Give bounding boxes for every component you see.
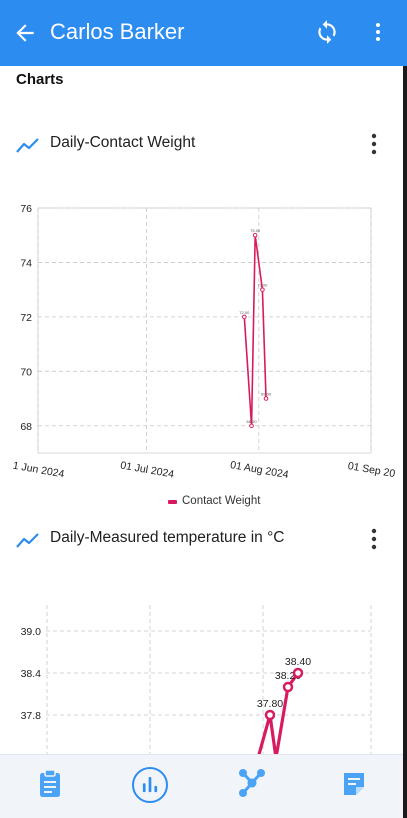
weight-line-chart: 1 Jun 2024 01 Jul 2024 01 Aug 2024 01 Sep 2… bbox=[12, 203, 396, 481]
screen-edge bbox=[403, 66, 407, 818]
data-label: 69.00 bbox=[261, 392, 272, 397]
chart-title: Daily-Contact Weight bbox=[50, 134, 196, 151]
y-tick-label: 70 bbox=[20, 366, 32, 378]
sync-icon[interactable] bbox=[314, 19, 340, 45]
arrow-left-icon[interactable] bbox=[12, 20, 38, 46]
more-vertical-icon[interactable] bbox=[366, 19, 390, 45]
y-tick-label: 39.0 bbox=[21, 626, 42, 638]
data-point bbox=[249, 423, 254, 429]
more-vertical-icon[interactable] bbox=[364, 527, 384, 551]
y-tick-label: 68 bbox=[20, 421, 32, 433]
data-point bbox=[260, 287, 265, 292]
plot-frame bbox=[37, 207, 372, 454]
y-tick-label: 72 bbox=[20, 312, 32, 324]
data-point bbox=[242, 314, 247, 320]
data-point bbox=[292, 667, 304, 679]
chart-header-temperature: Daily-Measured temperature in °C bbox=[0, 527, 403, 557]
data-label: 37.80 bbox=[257, 698, 283, 710]
trending-line-icon bbox=[16, 138, 39, 153]
data-point bbox=[282, 681, 294, 693]
data-point bbox=[263, 396, 269, 401]
notes-icon[interactable] bbox=[334, 763, 374, 803]
data-point bbox=[252, 232, 258, 238]
x-tick-label: 1 Jun 2024 bbox=[12, 460, 65, 481]
clipboard-icon[interactable] bbox=[30, 763, 70, 803]
legend-swatch bbox=[168, 500, 177, 504]
data-label: 72.00 bbox=[239, 310, 250, 315]
y-tick-label: 37.8 bbox=[21, 710, 42, 722]
y-tick-label: 74 bbox=[20, 257, 32, 269]
app-bar: Carlos Barker bbox=[0, 0, 407, 66]
data-label: 68.00 bbox=[247, 419, 258, 424]
data-label: 75.00 bbox=[250, 228, 261, 233]
x-tick-label: 01 Aug 2024 bbox=[229, 459, 289, 481]
section-title: Charts bbox=[16, 71, 64, 88]
series-line-contact-weight bbox=[243, 235, 267, 426]
x-tick-label: 01 Sep 20 bbox=[347, 460, 396, 480]
trending-line-icon bbox=[16, 533, 39, 548]
y-tick-label: 76 bbox=[20, 203, 32, 215]
bar-chart-icon[interactable] bbox=[132, 767, 168, 803]
data-point bbox=[264, 709, 276, 721]
more-vertical-icon[interactable] bbox=[364, 132, 384, 156]
data-label: 38.40 bbox=[285, 656, 311, 668]
data-label: 73.00 bbox=[257, 283, 268, 288]
chart-title: Daily-Measured temperature in °C bbox=[50, 529, 285, 546]
chart-header-weight: Daily-Contact Weight bbox=[0, 132, 403, 162]
legend-label: Contact Weight bbox=[182, 495, 261, 507]
page-title: Carlos Barker bbox=[50, 19, 185, 44]
network-icon[interactable] bbox=[232, 763, 272, 803]
bottom-navigation bbox=[0, 754, 403, 818]
x-tick-label: 01 Jul 2024 bbox=[119, 459, 175, 480]
series-line-temperature bbox=[256, 672, 300, 758]
y-tick-label: 38.4 bbox=[21, 668, 42, 680]
